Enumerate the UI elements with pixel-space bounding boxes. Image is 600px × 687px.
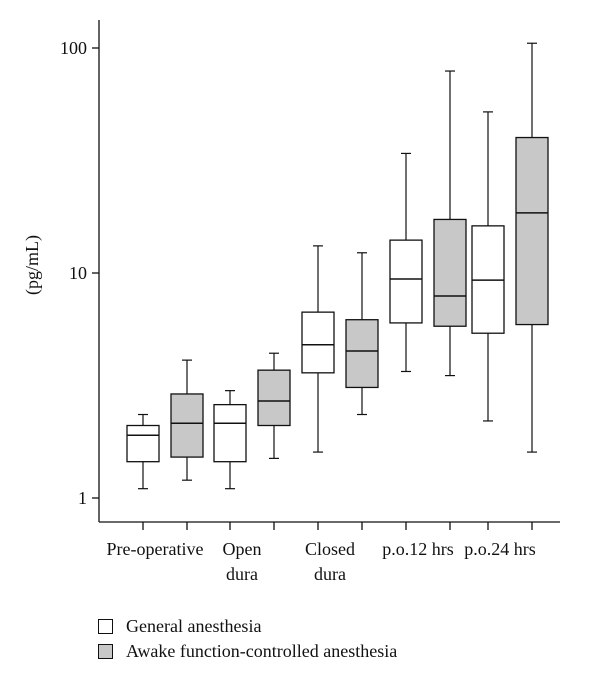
legend-label-general-anesthesia: General anesthesia bbox=[126, 616, 262, 636]
x-category-labels: Pre-operative Open dura Closed dura p.o.12 hr… bbox=[107, 539, 536, 584]
box-s0-c3 bbox=[389, 152, 423, 373]
box-s1-c2-iqr-box bbox=[345, 319, 379, 389]
box-s0-c4 bbox=[471, 111, 505, 422]
box-s1-c0-iqr-box bbox=[170, 393, 204, 458]
box-s0-c2-iqr-box bbox=[301, 311, 335, 374]
x-category-label-4-0: p.o.24 hrs bbox=[464, 539, 536, 559]
box-s1-c3 bbox=[433, 70, 467, 377]
axes: (pg/mL) bbox=[22, 20, 560, 523]
x-category-label-1-1: dura bbox=[226, 564, 258, 584]
x-ticks bbox=[142, 522, 533, 530]
box-s1-c1-iqr-box bbox=[257, 369, 291, 427]
box-s0-c1-iqr-box bbox=[213, 403, 247, 463]
y-tick-label-10: 10 bbox=[69, 263, 87, 283]
y-ticks: 1 10 100 bbox=[60, 38, 99, 508]
y-tick-label-100: 100 bbox=[60, 38, 87, 58]
box-s0-c1 bbox=[213, 390, 247, 490]
x-category-label-1-0: Open bbox=[223, 539, 262, 559]
box-s0-c0-iqr-box bbox=[126, 424, 160, 463]
legend-swatch-general-anesthesia bbox=[98, 619, 113, 634]
legend-label-awake-anesthesia: Awake function-controlled anesthesia bbox=[126, 641, 398, 661]
y-tick-label-1: 1 bbox=[78, 488, 87, 508]
y-axis-label: (pg/mL) bbox=[22, 235, 43, 295]
box-s1-c4-iqr-box bbox=[515, 136, 549, 326]
x-category-label-2-0: Closed bbox=[305, 539, 355, 559]
legend-item-general-anesthesia: General anesthesia bbox=[98, 614, 397, 639]
box-s1-c2 bbox=[345, 252, 379, 416]
boxes bbox=[126, 42, 549, 490]
legend-item-awake-anesthesia: Awake function-controlled anesthesia bbox=[98, 639, 397, 664]
box-s0-c0 bbox=[126, 413, 160, 490]
box-s1-c3-iqr-box bbox=[433, 218, 467, 327]
legend-swatch-awake-anesthesia bbox=[98, 644, 113, 659]
x-category-label-0-0: Pre-operative bbox=[107, 539, 204, 559]
legend: General anesthesia Awake function-contro… bbox=[98, 614, 397, 664]
box-s0-c3-iqr-box bbox=[389, 239, 423, 324]
box-s1-c1 bbox=[257, 352, 291, 459]
box-s0-c2 bbox=[301, 245, 335, 453]
box-s1-c0 bbox=[170, 359, 204, 481]
x-category-label-2-1: dura bbox=[314, 564, 346, 584]
box-s1-c4 bbox=[515, 42, 549, 453]
x-category-label-3-0: p.o.12 hrs bbox=[382, 539, 454, 559]
